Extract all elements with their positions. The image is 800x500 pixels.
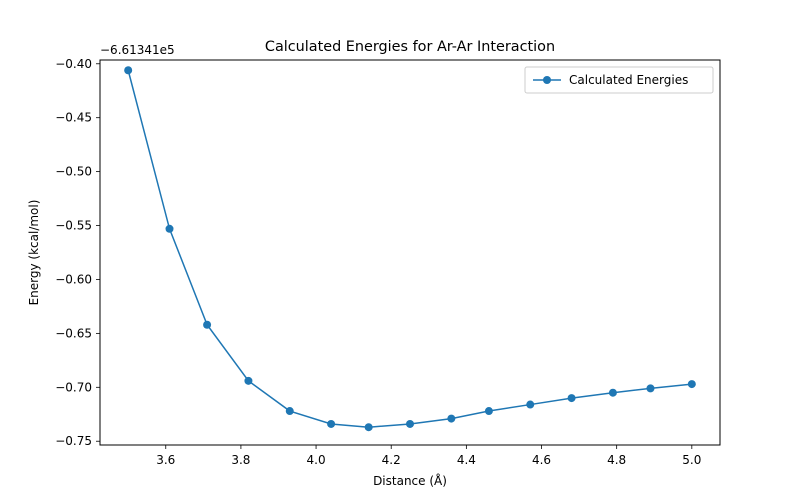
x-tick-label: 4.2 bbox=[382, 453, 401, 467]
data-point bbox=[406, 419, 414, 428]
data-point bbox=[646, 384, 655, 393]
y-tick-label: −0.70 bbox=[55, 380, 92, 394]
x-tick-label: 3.6 bbox=[156, 453, 175, 467]
x-tick-label: 4.0 bbox=[307, 453, 326, 467]
x-tick-label: 4.6 bbox=[532, 453, 551, 467]
plot-frame bbox=[99, 59, 721, 446]
y-tick-label: −0.50 bbox=[55, 165, 92, 179]
legend-marker-swatch bbox=[543, 76, 551, 84]
y-axis-ticks: −0.40 −0.45 −0.50 −0.55 −0.60 −0.65 −0.70 −0.75 bbox=[55, 57, 100, 448]
x-tick-label: 4.8 bbox=[607, 453, 626, 467]
data-point bbox=[687, 380, 696, 389]
chart-title: Calculated Energies for Ar-Ar Interactio… bbox=[265, 39, 555, 55]
data-point bbox=[608, 388, 617, 397]
y-tick-label: −0.75 bbox=[55, 434, 92, 448]
y-tick-label: −0.60 bbox=[55, 272, 92, 286]
data-point bbox=[285, 407, 294, 416]
x-tick-label: 3.8 bbox=[231, 453, 250, 467]
data-point bbox=[203, 320, 212, 329]
series-layer bbox=[124, 66, 696, 432]
y-tick-label: −0.45 bbox=[55, 111, 92, 125]
y-tick-label: −0.55 bbox=[55, 219, 92, 233]
x-axis-label: Distance (Å) bbox=[373, 473, 447, 488]
data-point bbox=[124, 66, 133, 75]
x-axis-ticks: 3.6 3.8 4.0 4.2 4.4 4.6 4.8 5.0 bbox=[156, 445, 701, 467]
data-point bbox=[526, 400, 535, 409]
y-axis-label: Energy (kcal/mol) bbox=[27, 200, 41, 306]
legend-label: Calculated Energies bbox=[569, 73, 688, 87]
data-point bbox=[567, 394, 576, 403]
data-point bbox=[327, 419, 336, 428]
data-point bbox=[165, 224, 174, 233]
y-axis-offset-label: −6.61341e5 bbox=[100, 43, 175, 57]
x-tick-label: 5.0 bbox=[682, 453, 701, 467]
y-tick-label: −0.65 bbox=[55, 326, 92, 340]
legend-box bbox=[524, 66, 714, 94]
data-point bbox=[484, 407, 493, 416]
data-point bbox=[364, 423, 373, 432]
plot-area: 3.6 3.8 4.0 4.2 4.4 4.6 4.8 5.0 −0.40 −0.45 −0.50… bbox=[55, 57, 721, 467]
y-tick-label: −0.40 bbox=[55, 57, 92, 71]
legend: Calculated Energies bbox=[524, 66, 714, 94]
data-point bbox=[244, 376, 253, 385]
data-point bbox=[447, 414, 456, 423]
x-tick-label: 4.4 bbox=[457, 453, 476, 467]
